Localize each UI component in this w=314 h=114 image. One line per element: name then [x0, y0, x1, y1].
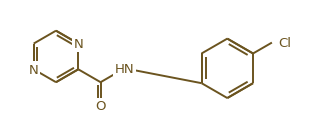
Text: N: N [73, 38, 83, 51]
Text: Cl: Cl [278, 37, 291, 50]
Text: O: O [95, 100, 106, 113]
Text: HN: HN [115, 62, 134, 75]
Text: N: N [29, 63, 39, 76]
